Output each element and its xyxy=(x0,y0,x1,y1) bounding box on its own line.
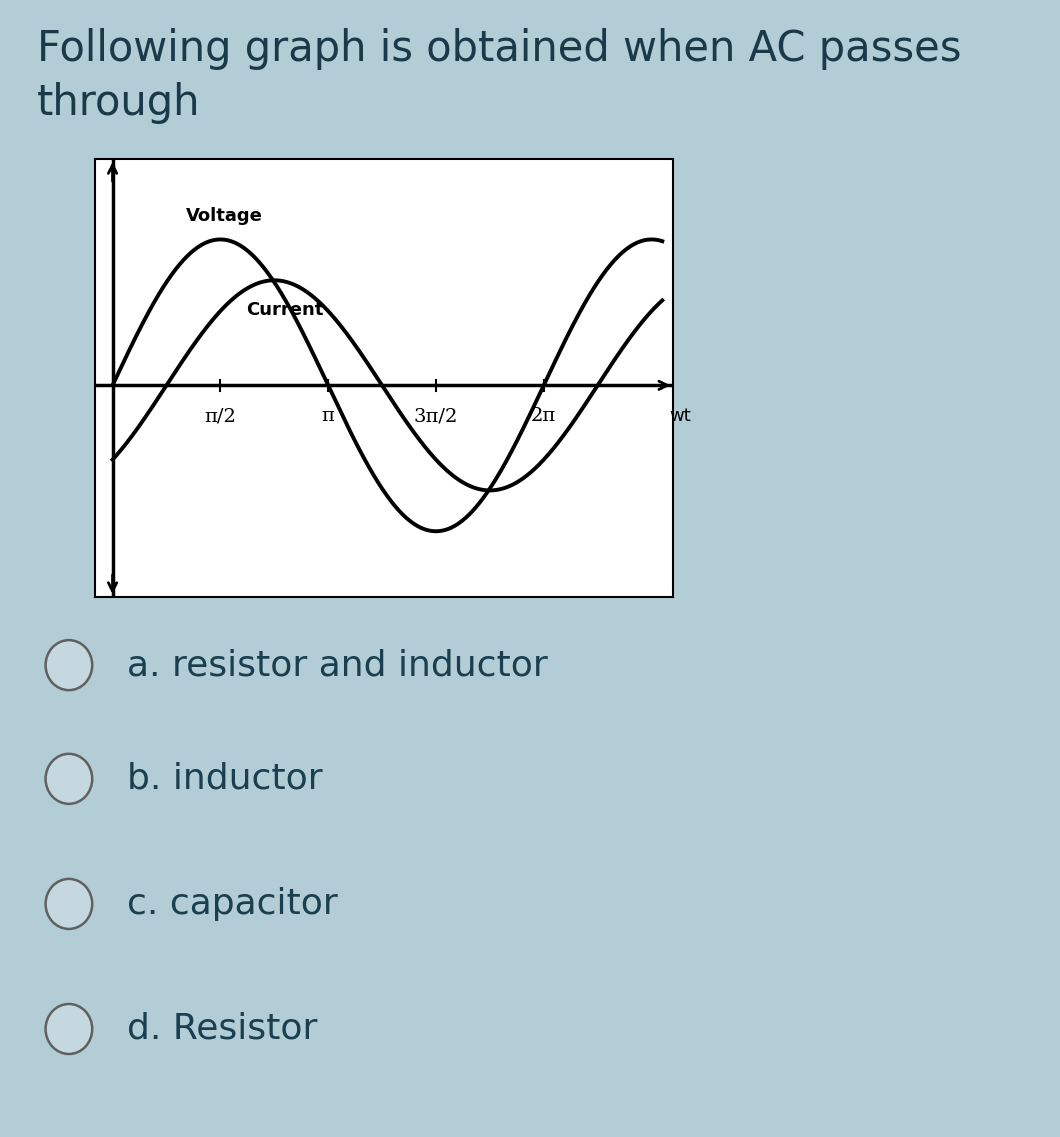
Text: 2π: 2π xyxy=(531,407,556,425)
Text: a. resistor and inductor: a. resistor and inductor xyxy=(127,648,548,682)
Text: b. inductor: b. inductor xyxy=(127,762,323,796)
Text: Voltage: Voltage xyxy=(187,207,263,225)
Text: π: π xyxy=(322,407,335,425)
Text: c. capacitor: c. capacitor xyxy=(127,887,338,921)
Text: 3π/2: 3π/2 xyxy=(413,407,458,425)
Text: d. Resistor: d. Resistor xyxy=(127,1012,318,1046)
Text: Following graph is obtained when AC passes
through: Following graph is obtained when AC pass… xyxy=(37,28,961,124)
Text: π/2: π/2 xyxy=(205,407,236,425)
Text: wt: wt xyxy=(669,407,690,425)
Text: Current: Current xyxy=(246,300,323,318)
